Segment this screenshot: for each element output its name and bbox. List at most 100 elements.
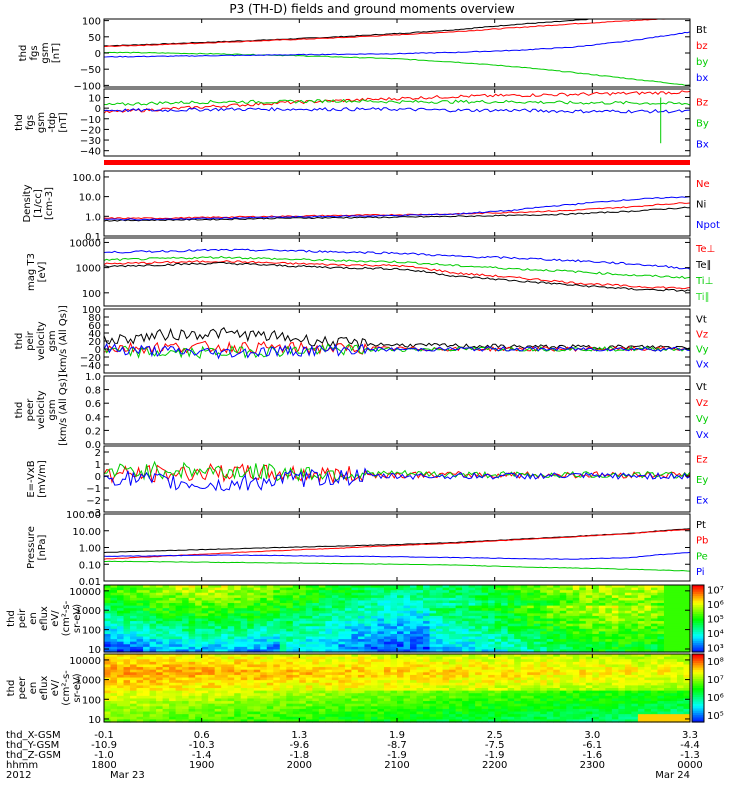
heatmap-cell (410, 621, 418, 625)
heatmap-cell (383, 628, 392, 632)
heatmap-cell (520, 656, 528, 660)
heatmap-cell (637, 590, 646, 594)
heatmap-cell (507, 695, 515, 700)
heatmap-cell (357, 680, 366, 684)
heatmap-cell (481, 649, 489, 653)
heatmap-cell (423, 600, 431, 604)
heatmap-cell (436, 659, 444, 663)
heatmap-cell (507, 597, 515, 602)
heatmap-cell (455, 595, 463, 599)
heatmap-cell (624, 690, 632, 694)
heatmap-cell (273, 597, 281, 602)
heatmap-cell (637, 664, 646, 668)
heatmap-cell (520, 590, 528, 594)
heatmap-cell (403, 677, 411, 681)
heatmap-cell (442, 698, 450, 702)
heatmap-cell (624, 664, 632, 668)
heatmap-cell (227, 656, 235, 660)
heatmap-cell (266, 597, 274, 602)
heatmap-cell (559, 693, 567, 697)
heatmap-cell (481, 711, 489, 715)
heatmap-cell (494, 644, 502, 648)
heatmap-cell (188, 649, 196, 653)
heatmap-cell (514, 703, 522, 707)
heatmap-cell (305, 613, 313, 617)
heatmap-cell (370, 682, 379, 686)
heatmap-cell (383, 585, 392, 589)
heatmap-cell (188, 639, 196, 643)
heatmap-cell (553, 703, 561, 707)
heatmap-cell (221, 719, 229, 723)
heatmap-cell (442, 682, 450, 686)
heatmap-cell (579, 610, 587, 614)
heatmap-cell (357, 636, 366, 640)
heatmap-cell (195, 631, 203, 635)
heatmap-cell (468, 667, 476, 671)
heatmap-cell (188, 600, 196, 604)
heatmap-cell (540, 716, 548, 720)
heatmap-cell (305, 701, 313, 705)
heatmap-cell (247, 693, 255, 697)
heatmap-cell (136, 677, 144, 681)
heatmap-cell (585, 626, 593, 630)
heatmap-cell (195, 685, 203, 689)
heatmap-cell (156, 654, 164, 658)
heatmap-cell (175, 698, 183, 702)
heatmap-cell (514, 608, 522, 612)
heatmap-cell (344, 644, 353, 648)
heatmap-cell (195, 603, 203, 607)
heatmap-cell (273, 641, 281, 645)
heatmap-cell (423, 646, 431, 651)
heatmap-cell (208, 618, 216, 622)
heatmap-cell (462, 682, 470, 686)
heatmap-cell (305, 682, 313, 686)
heatmap-cell (110, 664, 118, 668)
heatmap-cell (370, 654, 379, 658)
heatmap-cell (546, 621, 554, 625)
heatmap-cell (260, 585, 268, 589)
heatmap-cell (553, 633, 561, 638)
heatmap-cell (162, 636, 170, 640)
heatmap-cell (611, 592, 619, 596)
heatmap-cell (572, 688, 580, 692)
heatmap-cell (403, 633, 411, 638)
heatmap-cell (195, 585, 203, 589)
heatmap-cell (540, 677, 548, 681)
heatmap-cell (221, 603, 229, 607)
heatmap-cell (611, 636, 619, 640)
heatmap-cell (618, 711, 626, 715)
heatmap-cell (292, 682, 300, 686)
heatmap-cell (104, 703, 112, 707)
heatmap-cell (436, 621, 444, 625)
heatmap-cell (143, 716, 151, 720)
colorbar-tick-label: 10⁷ (707, 585, 724, 596)
heatmap-cell (370, 693, 379, 697)
heatmap-cell (559, 690, 567, 694)
heatmap-cell (618, 656, 626, 660)
heatmap-cell (149, 706, 157, 710)
heatmap-cell (449, 610, 457, 614)
heatmap-cell (351, 610, 359, 614)
heatmap-cell (162, 659, 170, 663)
heatmap-cell (449, 667, 457, 671)
heatmap-cell (123, 613, 131, 617)
heatmap-cell (195, 592, 203, 596)
heatmap-cell (403, 716, 411, 720)
heatmap-cell (201, 595, 209, 599)
heatmap-cell (546, 618, 554, 622)
heatmap-cell (377, 613, 385, 617)
heatmap-cell (527, 613, 535, 617)
series-line-p8-Pt (103, 528, 691, 554)
heatmap-cell (201, 674, 209, 679)
heatmap-cell (149, 608, 157, 612)
heatmap-cell (318, 706, 326, 710)
heatmap-cell (390, 677, 398, 681)
heatmap-cell (676, 639, 685, 643)
heatmap-cell (344, 677, 353, 681)
heatmap-cell (143, 685, 151, 689)
heatmap-cell (390, 613, 398, 617)
heatmap-cell (657, 623, 665, 627)
heatmap-cell (663, 613, 672, 617)
heatmap-cell (136, 641, 144, 645)
heatmap-cell (585, 661, 593, 666)
